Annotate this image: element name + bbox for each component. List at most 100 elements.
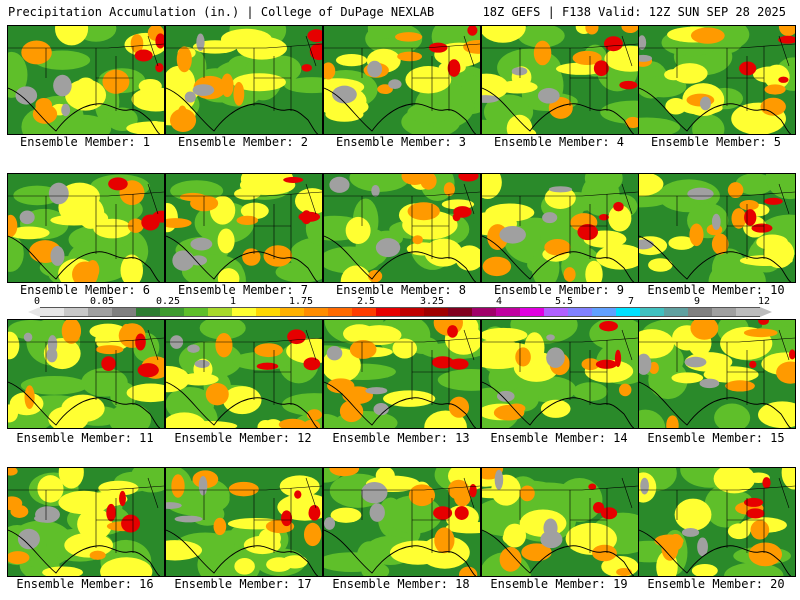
colorbar-swatch <box>688 308 712 316</box>
state-borders <box>166 183 322 259</box>
light-rain-area <box>284 77 322 94</box>
colorbar-swatch <box>568 308 592 316</box>
light-rain-area <box>517 26 565 48</box>
very-heavy-rain-area <box>449 358 469 370</box>
heavy-rain-area <box>278 418 307 428</box>
ensemble-member-label: Ensemble Member: 14 <box>490 431 628 445</box>
very-heavy-rain-area <box>119 490 126 507</box>
state-borders <box>482 329 638 405</box>
ensemble-member-panel <box>638 319 796 429</box>
very-heavy-rain-area <box>603 36 623 52</box>
colorbar-scale <box>40 307 760 317</box>
moderate-rain-area <box>8 226 50 240</box>
dry-area <box>639 54 653 62</box>
very-heavy-rain-area <box>751 223 773 233</box>
gulf-coastline <box>166 235 319 282</box>
moderate-rain-area <box>556 62 606 75</box>
heavy-rain-area <box>572 50 602 66</box>
light-rain-area <box>8 51 28 98</box>
dry-area <box>34 514 57 523</box>
light-rain-area <box>289 237 322 274</box>
ensemble-member-label: Ensemble Member: 1 <box>19 135 151 149</box>
colorbar-swatch <box>112 308 136 316</box>
light-rain-area <box>639 117 681 134</box>
heavy-rain-area <box>242 248 261 266</box>
very-heavy-rain-area <box>134 49 153 62</box>
very-heavy-rain-area <box>600 507 618 520</box>
colorbar-swatch <box>736 308 760 316</box>
ensemble-member-panel <box>638 173 796 283</box>
light-rain-area <box>108 403 152 428</box>
very-heavy-rain-area <box>155 62 164 73</box>
heavy-rain-area <box>625 116 638 129</box>
heavy-rain-area <box>648 361 659 375</box>
gulf-coastline <box>482 381 635 428</box>
moderate-rain-area <box>217 228 235 254</box>
precip-map <box>324 26 480 134</box>
very-heavy-rain-area <box>294 490 302 499</box>
dry-area <box>23 332 33 342</box>
heavy-rain-area <box>581 358 600 371</box>
dry-area <box>699 378 720 389</box>
very-heavy-rain-area <box>744 209 757 226</box>
ensemble-member-label: Ensemble Member: 7 <box>177 283 309 297</box>
dry-area <box>499 225 526 244</box>
heavy-rain-area <box>778 26 795 37</box>
moderate-rain-area <box>166 365 190 393</box>
moderate-rain-area <box>340 265 372 282</box>
heavy-rain-area <box>483 256 508 276</box>
colorbar-label: 12 <box>757 296 771 307</box>
dry-area <box>697 537 708 557</box>
dry-area <box>543 518 558 538</box>
moderate-rain-area <box>756 234 789 251</box>
ensemble-member-panel <box>7 25 165 135</box>
moderate-rain-area <box>234 558 255 575</box>
moderate-rain-area <box>345 216 371 244</box>
very-heavy-rain-area <box>762 477 771 489</box>
moderate-rain-area <box>519 128 537 134</box>
moderate-rain-area <box>665 98 687 115</box>
precip-map <box>166 26 322 134</box>
gulf-coastline <box>482 529 635 576</box>
light-rain-area <box>180 478 230 514</box>
colorbar-swatch <box>520 308 544 316</box>
moderate-rain-area <box>58 490 110 515</box>
very-heavy-rain-area <box>121 514 141 533</box>
moderate-rain-area <box>42 566 84 576</box>
ensemble-member-label: Ensemble Member: 3 <box>335 135 467 149</box>
light-rain-area <box>199 320 246 340</box>
colorbar-min-arrow <box>28 307 40 317</box>
very-heavy-rain-area <box>598 213 609 221</box>
ensemble-member-panel <box>481 319 639 429</box>
very-heavy-rain-area <box>108 177 128 191</box>
ensemble-member-panel <box>323 25 481 135</box>
very-heavy-rain-area <box>764 197 783 205</box>
dry-area <box>326 345 343 361</box>
dry-area <box>542 212 558 224</box>
heavy-rain-area <box>760 97 786 116</box>
dry-area <box>373 403 389 416</box>
moderate-rain-area <box>263 419 284 428</box>
precip-map <box>639 174 795 282</box>
state-borders <box>8 329 164 405</box>
dry-area <box>166 502 182 509</box>
dry-area <box>332 85 357 104</box>
heavy-rain-area <box>368 269 383 282</box>
moderate-rain-area <box>324 97 369 117</box>
colorbar-swatch <box>664 308 688 316</box>
state-borders <box>324 329 480 405</box>
very-heavy-rain-area <box>739 61 757 76</box>
moderate-rain-area <box>540 399 571 418</box>
heavy-rain-area <box>448 479 470 500</box>
ensemble-member-panel <box>323 467 481 577</box>
state-borders <box>324 477 480 553</box>
ensemble-member-panel <box>165 25 323 135</box>
dry-area <box>375 238 401 258</box>
heavy-rain-area <box>171 474 185 498</box>
moderate-rain-area <box>294 188 322 215</box>
dry-area <box>639 35 647 50</box>
dry-area <box>53 74 72 97</box>
moderate-rain-area <box>120 254 143 282</box>
heavy-rain-area <box>342 386 373 405</box>
moderate-rain-area <box>98 480 139 496</box>
